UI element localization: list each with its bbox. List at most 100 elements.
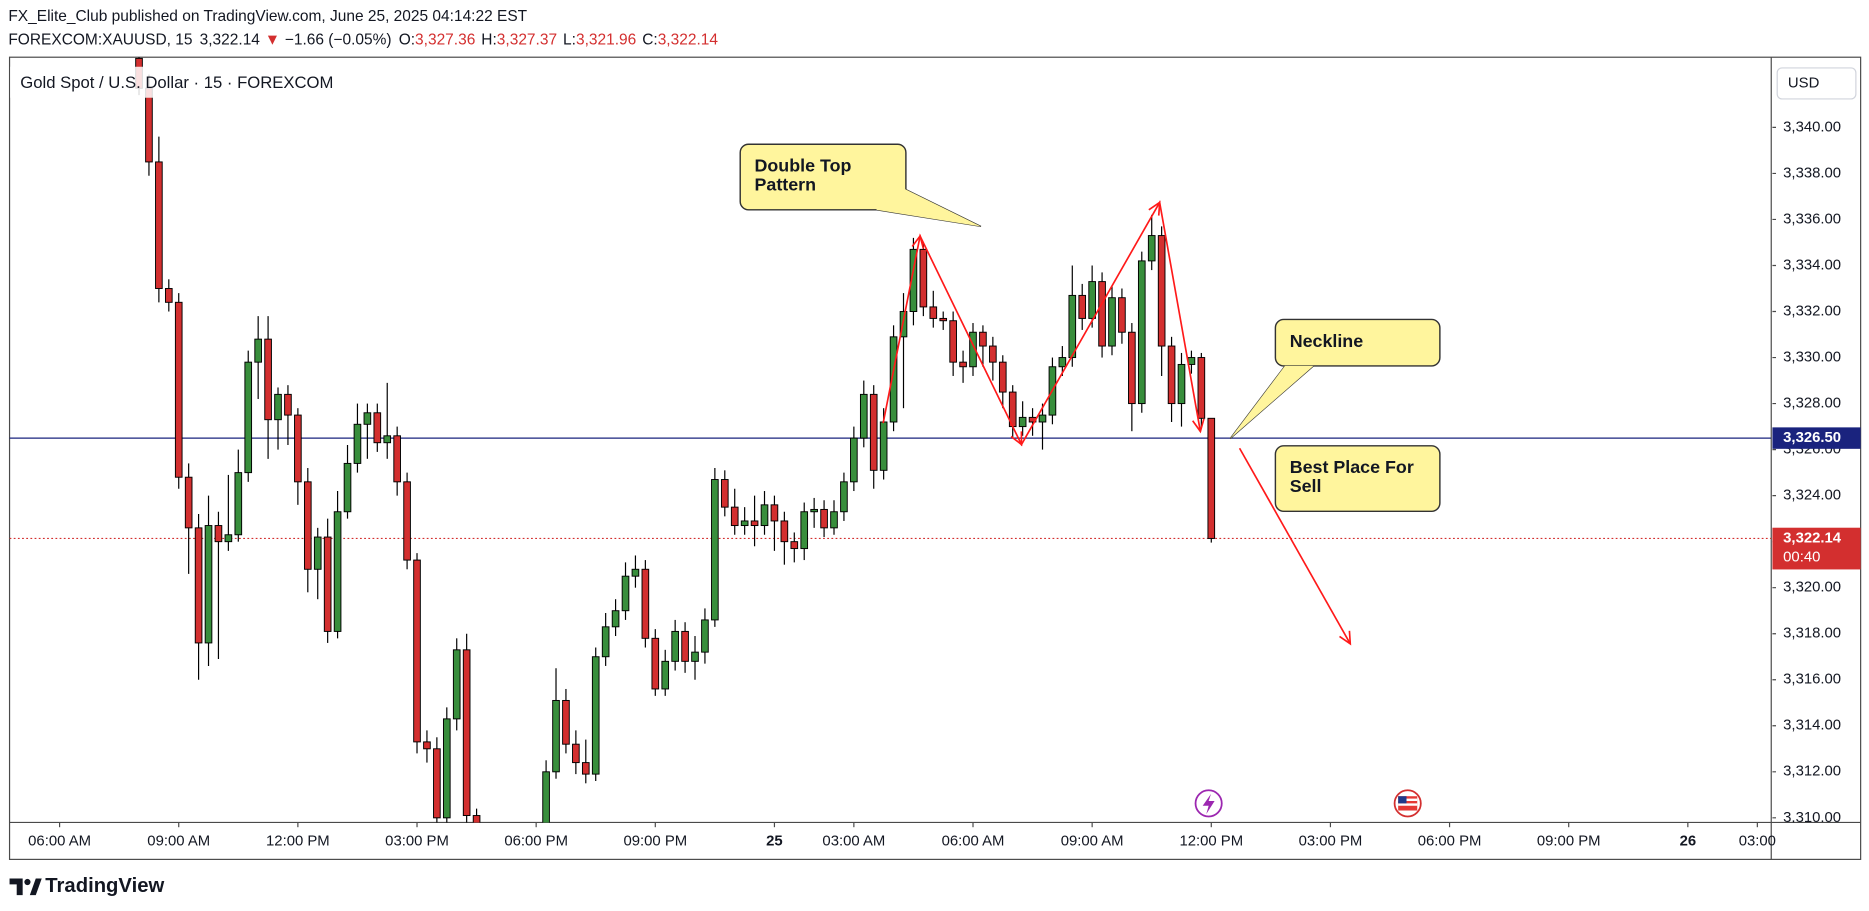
ohlc-value: 3,327.36 [415,32,475,49]
price-label-bg [1772,527,1861,570]
candle-body [403,481,411,561]
candle-body [979,331,987,347]
candle-body [780,520,789,543]
icon-stripe [1398,803,1418,806]
brand: TradingView [45,875,164,897]
y-tick-label: 3,332.00 [1783,303,1841,319]
logo-mark [9,878,23,896]
candle-body [413,559,421,743]
candle-body [1118,297,1126,333]
callout-join [1230,365,1314,439]
candle-body [760,504,769,527]
candle-body [552,699,560,773]
candle-body [1157,235,1166,347]
candle-body [333,511,342,632]
candle-body [631,568,640,577]
y-tick-label: 3,310.00 [1783,810,1841,826]
candle-body [949,320,957,363]
candle-body [998,361,1007,393]
candle-body [462,649,471,817]
candle-body [591,656,600,775]
arrow-head [1010,431,1023,447]
callout-box [1274,445,1441,513]
x-tick-label: 06:00 PM [504,833,568,849]
candle-body [651,637,660,690]
candle-body [1018,416,1027,428]
candle-body [164,288,173,303]
candle-body [820,508,828,529]
candle-body [423,741,431,750]
candle-body [254,338,262,363]
callout-text: Double Top [755,156,852,176]
flag-icon[interactable] [1393,789,1422,818]
candle-body [869,393,878,471]
candle-body [929,306,938,319]
lightning-icon[interactable] [1194,789,1223,818]
candle-body [1098,281,1106,347]
y-tick-label: 3,334.00 [1783,257,1841,273]
candle-body [691,651,699,662]
y-tick-label: 3,312.00 [1783,764,1841,780]
last-price: 3,322.14 [200,32,261,49]
candle-body [1068,294,1077,359]
candle-body [562,699,570,745]
ohlc-label: H: [481,32,497,49]
candle-body [969,331,977,368]
arrow-head [911,234,925,249]
candle-body [750,520,759,527]
arrow-head [1148,200,1161,216]
candle-body [1197,357,1206,419]
price-countdown: 00:40 [1783,549,1820,565]
callout-box [739,143,907,211]
candle-body [214,525,223,543]
candle-body [711,479,719,621]
candle-body [661,660,670,690]
x-tick-label: 03:00 AM [822,833,885,849]
candle-body [621,575,630,612]
candle-body [909,248,918,312]
candle-body [343,462,352,513]
candle-body [1147,235,1156,262]
x-tick-label: 09:00 AM [147,833,210,849]
candle-body [1128,331,1136,405]
currency: USD [1788,75,1820,91]
plot-area [9,57,1772,823]
arrow-head [1192,418,1205,434]
symbol-info: FOREXCOM:XAUUSD, 15 3,322.14 ▼ −1.66 (−0.05… [8,32,718,49]
candle-body [1088,281,1096,319]
x-tick-label: 06:00 PM [1418,833,1482,849]
ohlc-label: L: [563,32,576,49]
candle-body [1177,363,1186,405]
price-axis: 3,310.00 3,312.00 3,314.00 3,316.00 3,318.00… [1772,119,1841,826]
ohlc-label: O: [399,32,415,49]
x-tick-label: 09:00 PM [623,833,687,849]
candle-body [363,412,372,425]
y-tick-label: 3,324.00 [1783,488,1841,504]
candle-body [303,481,312,570]
currency-box[interactable] [1776,67,1857,100]
price-label: 3,322.14 [1783,530,1842,546]
candle-body [1058,357,1067,368]
y-tick-label: 3,336.00 [1783,211,1841,227]
candle-body [184,476,193,529]
candle-body [840,481,848,513]
candle-body [174,301,183,478]
candle-body [879,421,888,471]
candle-body [313,536,322,570]
candle-body [224,534,233,543]
candle-body [989,345,997,363]
candle-body [542,771,550,823]
price-label: 3,326.50 [1783,430,1841,446]
candle-body [581,762,590,775]
callout-box [1274,318,1441,367]
candle-body [353,423,362,464]
publish-info: FX_Elite_Club published on TradingView.c… [8,8,527,25]
x-tick-label: 09:00 AM [1061,833,1124,849]
candle-body [770,504,779,522]
x-tick-label: 26 [1680,833,1697,849]
candle-body [939,317,948,322]
candle-body [264,338,272,421]
candle-body [1108,297,1116,347]
